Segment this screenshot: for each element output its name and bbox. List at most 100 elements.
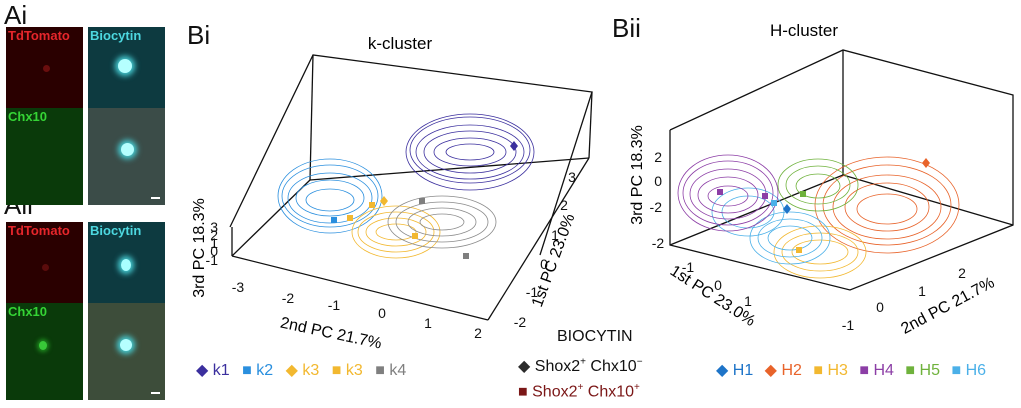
bi-z-tick-m1: -1	[206, 252, 219, 268]
aii-tdtomato-image: TdTomato	[6, 222, 83, 319]
bi-z-axis-label: 3rd PC 18.3%	[191, 198, 208, 298]
legend-k4: ■ k4	[375, 362, 407, 379]
legend-h: ◆ H1 ◆ H2 ■ H3 ■ H4 ■ H5 ■ H6	[716, 360, 986, 380]
legend-k: ◆ k1 ■ k2 ◆ k3 ■ k3 ■ k4	[196, 360, 406, 380]
chart-bi-points	[331, 141, 518, 259]
diamond-icon: ◆	[764, 362, 777, 379]
point-k3b	[369, 202, 375, 208]
panel-label-bii: Bii	[612, 13, 641, 43]
aii-scale-bar	[151, 392, 160, 394]
ai-chx10-image: Chx10	[6, 108, 83, 205]
panel-label-bi: Bi	[187, 20, 211, 50]
chart-bi-title: k-cluster	[368, 34, 433, 53]
point-k4b	[463, 253, 469, 259]
ellipse-k4	[387, 195, 497, 249]
point-k4a	[419, 198, 425, 204]
chart-bi-ellipses	[277, 113, 535, 259]
bi-x-tick-m1: -1	[328, 297, 341, 313]
square-icon: ■	[518, 383, 528, 401]
bii-z-tick-0: 0	[654, 173, 662, 189]
ai-biocytin-image: Biocytin	[88, 27, 165, 124]
ellipse-k2	[277, 158, 383, 234]
aii-biocytin-image: Biocytin	[88, 222, 165, 319]
point-k3a	[347, 215, 353, 221]
bi-y-tick-1: 1	[551, 227, 559, 243]
panel-label-ai: Ai	[4, 0, 28, 30]
bi-y-tick-2: 2	[560, 197, 568, 213]
biocytin-legend-title: BIOCYTIN	[557, 328, 633, 345]
aii-biocytin-label: Biocytin	[90, 223, 142, 238]
diamond-icon: ◆	[716, 362, 729, 379]
ellipse-h2	[814, 156, 960, 254]
chart-bi-ticks: 3 2 1 0 -1 -3 -2 -1 0 1 2 -2 -1 0 1 2 3	[206, 169, 577, 341]
legend-k1: ◆ k1	[196, 362, 230, 379]
ellipse-k1	[405, 113, 535, 191]
bii-y-tick-m1: -1	[682, 259, 695, 275]
square-icon: ■	[242, 362, 252, 379]
bi-z-tick-1: 1	[210, 235, 218, 251]
point-k2-biocytin	[331, 217, 337, 223]
point-h3	[796, 247, 802, 253]
bi-y-tick-m2: -2	[514, 314, 527, 330]
bi-z-tick-3: 3	[210, 219, 218, 235]
bi-x-tick-m2: -2	[282, 290, 295, 306]
ellipse-k3	[351, 205, 441, 259]
square-icon: ■	[813, 362, 824, 379]
diamond-icon: ◆	[285, 362, 298, 379]
bii-z-tick-2: 2	[654, 149, 662, 165]
chart-bii-ticks: 2 0 -2 -2 -1 0 1 -1 0 1 2	[650, 149, 967, 333]
bii-x-tick-0: 0	[876, 299, 884, 315]
bi-x-tick-0: 0	[378, 305, 386, 321]
square-icon: ■	[859, 362, 870, 379]
ai-chx10-label: Chx10	[8, 109, 48, 124]
bi-y-tick-3: 3	[568, 169, 576, 185]
chart-bii-points	[717, 158, 930, 253]
legend-k3-diamond: ◆ k3	[285, 362, 320, 379]
point-h2-biocytin	[922, 158, 930, 168]
square-icon: ■	[905, 362, 916, 379]
aii-chx10-label: Chx10	[8, 304, 48, 319]
point-h4a	[717, 189, 723, 195]
bii-x-tick-1: 1	[918, 283, 926, 299]
bi-x-tick-m3: -3	[232, 279, 245, 295]
ellipse-h4	[677, 154, 779, 232]
ellipse-h3	[773, 225, 867, 279]
legend-h4: ■ H4	[859, 362, 894, 379]
bi-x-tick-1: 1	[424, 315, 432, 331]
legend-h1: ◆ H1	[716, 362, 754, 379]
biocytin-legend-item-neg: ◆ Shox2+ Chx10−	[518, 356, 643, 375]
biocytin-legend-item-pos: ■ Shox2+ Chx10+	[518, 382, 640, 401]
point-h4b	[762, 193, 768, 199]
diamond-icon: ◆	[196, 362, 209, 379]
ai-tdtomato-image: TdTomato	[6, 27, 83, 124]
chart-bii-ellipses	[677, 154, 960, 279]
ellipse-h5	[777, 158, 859, 212]
legend-k2: ■ k2	[242, 362, 274, 379]
legend-h3: ■ H3	[813, 362, 848, 379]
bii-y-tick-m2: -2	[652, 235, 665, 251]
diamond-icon: ◆	[518, 358, 531, 375]
point-h5	[800, 191, 806, 197]
point-k3-diamond	[380, 196, 388, 206]
point-h1-biocytin	[783, 204, 791, 214]
bi-z-tick-2: 2	[210, 227, 218, 243]
bii-y-tick-1: 1	[744, 293, 752, 309]
bii-z-axis-label: 3rd PC 18.3%	[629, 125, 646, 225]
legend-k3-square: ■ k3	[331, 362, 363, 379]
legend-h6: ■ H6	[951, 362, 987, 379]
point-k1-biocytin	[510, 141, 518, 151]
legend-h5: ■ H5	[905, 362, 940, 379]
ai-scale-bar	[151, 197, 160, 199]
bi-z-tick-0: 0	[210, 243, 218, 259]
point-k3c	[412, 233, 418, 239]
bii-x-tick-2: 2	[958, 265, 966, 281]
bii-y-tick-0: 0	[714, 277, 722, 293]
point-h6	[771, 200, 777, 206]
ai-merged-image	[88, 108, 165, 205]
chart-bi-axes-box	[229, 54, 593, 321]
legend-h2: ◆ H2	[764, 362, 802, 379]
aii-chx10-image: Chx10	[6, 303, 83, 400]
